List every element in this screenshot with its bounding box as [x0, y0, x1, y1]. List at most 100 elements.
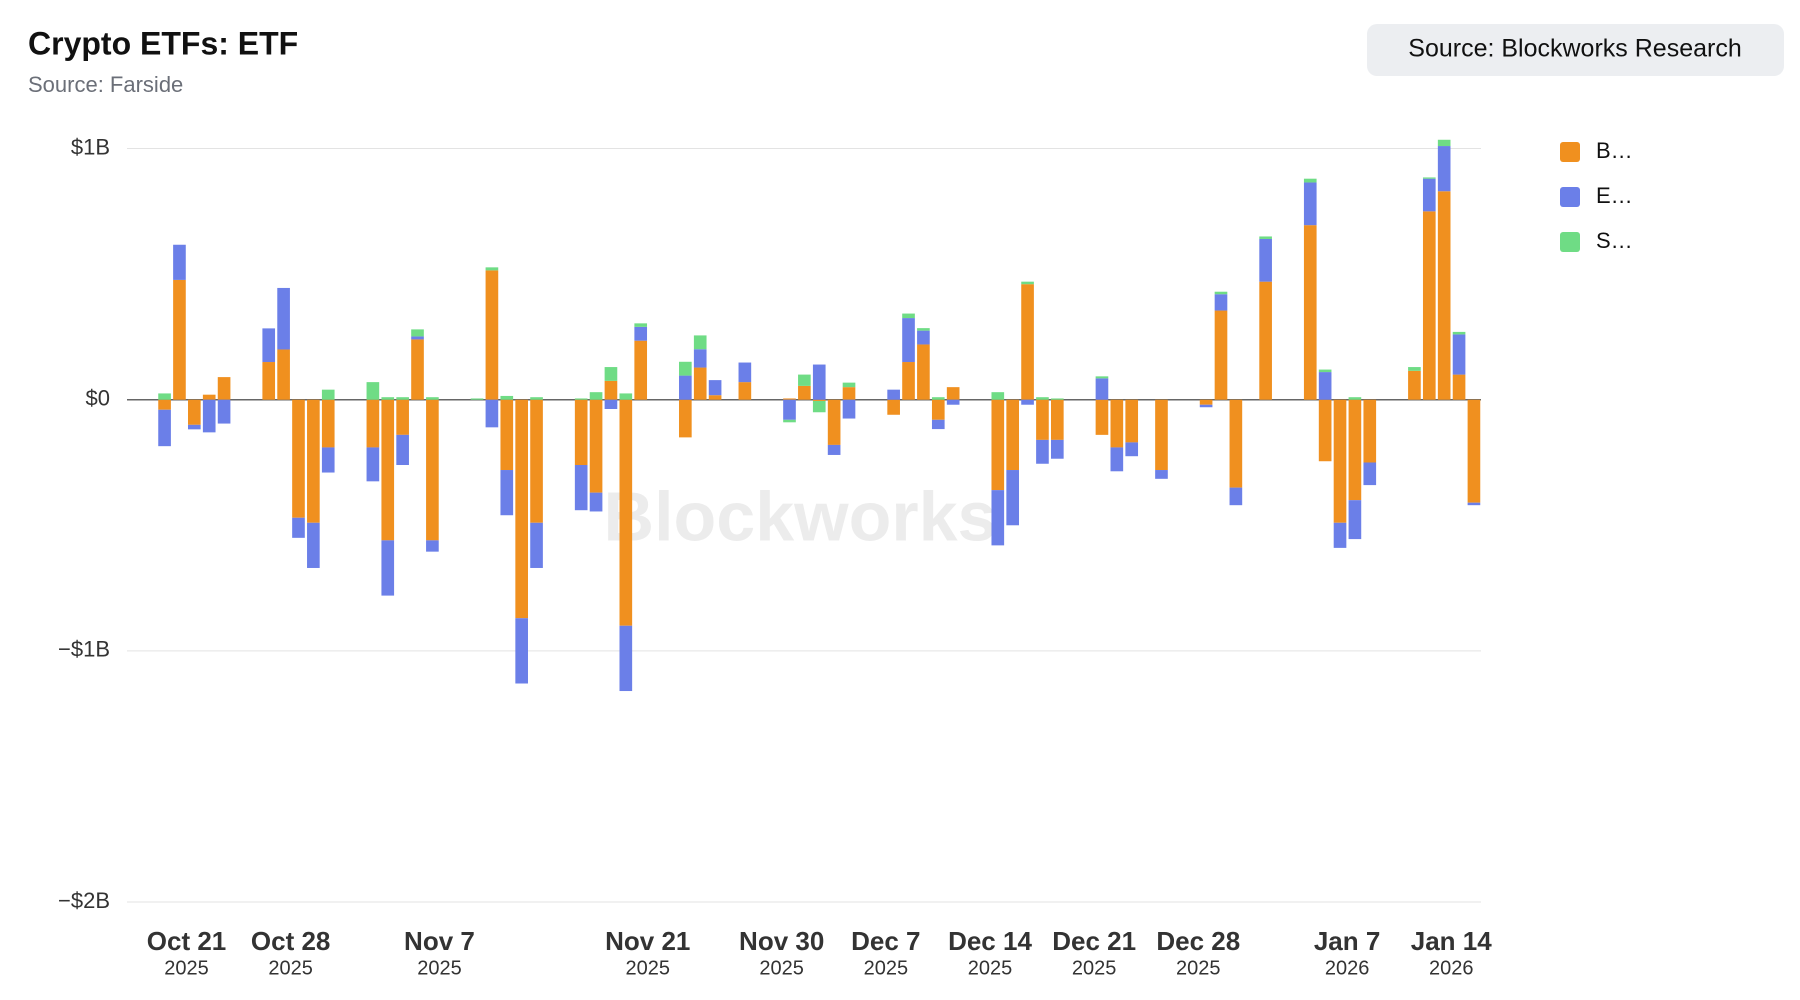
legend-swatch [1560, 232, 1580, 252]
bar-segment [530, 399, 543, 523]
bar-segment [634, 323, 648, 327]
bar-segment [1437, 146, 1451, 192]
bar-segment [1408, 370, 1421, 400]
bar-segment [500, 399, 514, 471]
bar-segment [411, 339, 424, 400]
bar-segment [1036, 399, 1049, 440]
bar-segment [530, 522, 543, 568]
chart-title: Crypto ETFs: ETF [28, 25, 298, 61]
chart-subtitle: Source: Farside [28, 72, 183, 97]
bar-segment [292, 399, 305, 518]
x-tick-label: Dec 14 [948, 926, 1032, 956]
x-tick-year: 2025 [417, 957, 462, 979]
bar-segment [426, 397, 439, 400]
bar-segment [1303, 178, 1317, 183]
bar-segment [798, 385, 811, 400]
x-tick-year: 2025 [968, 957, 1013, 979]
bar-segment [1214, 291, 1228, 295]
bar-segment [1199, 399, 1213, 405]
bar-segment [738, 382, 752, 400]
bar-segment [1467, 399, 1481, 503]
bar-segment [827, 444, 841, 455]
bar-segment [1303, 182, 1317, 226]
bar-segment [887, 399, 900, 415]
source-button-bg[interactable] [1367, 24, 1784, 76]
bar-segment [842, 382, 856, 388]
bar-segment [589, 492, 603, 512]
bar-segment [396, 434, 409, 466]
bar-segment [396, 399, 409, 435]
bar-segment [708, 395, 722, 400]
bar-segment [842, 387, 856, 400]
bar-segment [991, 392, 1005, 400]
bar-segment [307, 399, 320, 523]
bar-segment [604, 399, 618, 409]
x-tick-label: Oct 28 [251, 926, 331, 956]
bar-segment [1422, 177, 1436, 179]
bar-segment [470, 398, 484, 400]
bar-segment [783, 398, 796, 400]
bar-segment [1437, 191, 1451, 400]
bar-segment [1422, 178, 1436, 212]
bar-segment [827, 399, 841, 445]
x-tick-year: 2025 [626, 957, 671, 979]
bar-segment [1229, 487, 1243, 506]
bar-segment [1318, 369, 1332, 373]
bar-segment [1095, 399, 1109, 435]
bar-segment [485, 267, 499, 271]
bar-segment [262, 362, 276, 400]
x-tick-label: Dec 21 [1052, 926, 1136, 956]
legend-swatch [1560, 187, 1580, 207]
bar-segment [931, 419, 945, 430]
bar-segment [426, 540, 439, 552]
bar-segment [917, 328, 930, 331]
bar-segment [679, 361, 692, 376]
bar-segment [693, 367, 707, 400]
bar-segment [1036, 397, 1049, 400]
x-tick-year: 2025 [864, 957, 909, 979]
bar-segment [1452, 331, 1466, 335]
bar-segment [1363, 462, 1377, 486]
bar-segment [217, 399, 231, 424]
x-tick-label: Jan 7 [1314, 926, 1381, 956]
bar-segment [1021, 281, 1034, 285]
bar-segment [589, 399, 603, 493]
bar-segment [381, 397, 395, 400]
bar-segment [1050, 398, 1064, 400]
bar-segment [1259, 281, 1272, 400]
x-tick-label: Dec 28 [1156, 926, 1240, 956]
bar-segment [798, 374, 811, 386]
bar-segment [679, 375, 692, 400]
bar-segment [634, 326, 648, 341]
bar-segment [783, 419, 796, 423]
x-tick-year: 2025 [759, 957, 804, 979]
bar-segment [604, 380, 618, 400]
bar-segment [426, 399, 439, 541]
bar-segment [1303, 225, 1317, 400]
y-tick-label: −$2B [58, 888, 110, 913]
bar-segment [1036, 439, 1049, 464]
source-button[interactable]: Source: Blockworks Research [1408, 35, 1741, 63]
bar-segment [1348, 500, 1362, 540]
bar-segment [1318, 399, 1332, 462]
bar-segment [1259, 236, 1272, 239]
bar-segment [262, 328, 276, 363]
bar-segment [202, 399, 216, 433]
bar-segment [931, 399, 945, 420]
bar-segment [1348, 399, 1362, 501]
bar-segment [530, 397, 543, 400]
bar-segment [902, 362, 915, 400]
x-tick-year: 2026 [1325, 957, 1370, 979]
bar-segment [902, 313, 915, 319]
bar-segment [1214, 294, 1228, 311]
legend-label: B… [1596, 138, 1633, 163]
bar-segment [158, 409, 171, 447]
x-tick-label: Oct 21 [147, 926, 227, 956]
bar-segment [574, 399, 588, 466]
bar-segment [485, 270, 499, 400]
bar-segment [1452, 374, 1466, 400]
bar-segment [708, 380, 722, 396]
bar-segment [1259, 238, 1272, 282]
x-tick-label: Nov 30 [739, 926, 824, 956]
